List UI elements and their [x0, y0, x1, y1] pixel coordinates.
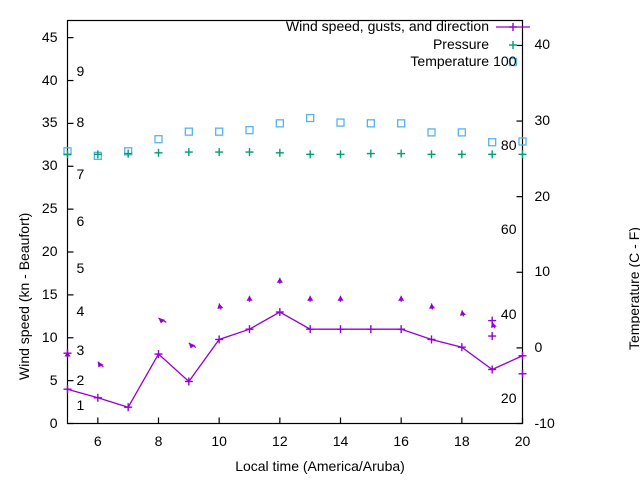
- fahrenheit-label: 100: [493, 53, 517, 70]
- beaufort-label: 6: [76, 213, 85, 229]
- temperature-marker: [336, 118, 345, 127]
- temperature-marker: [488, 138, 497, 147]
- beaufort-label: 1: [76, 397, 85, 414]
- beaufort-label: 7: [76, 165, 85, 182]
- x-tick-label: 6: [93, 432, 102, 449]
- y-tick-label: 20: [41, 243, 58, 259]
- wind-direction-arrow: [276, 277, 283, 284]
- temperature-marker: [184, 127, 193, 136]
- legend-label-1: Wind speed, gusts, and direction: [285, 18, 489, 34]
- x-tick-label: 20: [514, 432, 531, 449]
- wind-direction-arrow: [459, 310, 466, 317]
- x-axis-title: Local time (America/Aruba): [235, 458, 405, 474]
- x-tick-label: 8: [154, 432, 163, 449]
- wind-direction-arrow: [337, 295, 344, 302]
- beaufort-label: 4: [76, 303, 85, 320]
- wind-speed-line: [67, 311, 523, 408]
- y2-tick-label: 10: [534, 263, 551, 280]
- beaufort-label: 5: [76, 260, 85, 277]
- y-tick-label: 35: [41, 114, 58, 131]
- beaufort-label: 2: [76, 371, 85, 388]
- y-tick-label: 40: [41, 71, 58, 88]
- temperature-marker: [306, 113, 315, 123]
- legend-sample-marker: [508, 57, 518, 67]
- temperature-marker: [366, 119, 375, 128]
- temperature-marker: [427, 128, 436, 137]
- wind-direction-arrow: [64, 351, 71, 358]
- temperature-marker: [154, 135, 163, 144]
- y-tick-label: 10: [41, 328, 58, 345]
- y2-tick-label: 40: [534, 36, 551, 53]
- y2-tick-label: 20: [534, 187, 551, 204]
- x-tick-label: 16: [393, 432, 409, 449]
- wind-direction-arrow: [398, 295, 405, 302]
- legend-label-2: Pressure: [432, 36, 489, 52]
- y-tick-label: 30: [41, 157, 58, 174]
- wind-direction-arrow: [307, 295, 314, 302]
- temperature-marker: [275, 119, 284, 128]
- fahrenheit-label: 60: [500, 220, 517, 237]
- y-tick-label: 25: [41, 200, 58, 217]
- temperature-marker: [245, 125, 254, 135]
- wind-direction-arrow: [188, 342, 197, 349]
- fahrenheit-label: 20: [500, 389, 517, 406]
- x-tick-label: 10: [211, 432, 227, 449]
- temperature-marker: [457, 128, 466, 137]
- plot-frame: [66, 19, 524, 425]
- fahrenheit-label: 80: [500, 137, 517, 153]
- y-tick-label: 5: [49, 371, 58, 388]
- wind-direction-arrow: [246, 295, 253, 302]
- x-tick-label: 12: [272, 432, 288, 449]
- wind-direction-arrow: [97, 361, 104, 368]
- wind-direction-arrow: [429, 303, 436, 310]
- temperature-marker: [397, 119, 406, 128]
- y2-tick-label: 0: [534, 338, 543, 355]
- legend-label-3: Temperature: [410, 53, 489, 69]
- temperature-marker: [215, 127, 224, 136]
- wind-direction-arrow: [158, 317, 167, 324]
- x-tick-label: 14: [332, 432, 349, 449]
- y-tick-label: 45: [41, 28, 58, 45]
- beaufort-label: 9: [76, 62, 85, 79]
- temperature-marker: [518, 137, 527, 146]
- beaufort-label: 8: [76, 114, 85, 131]
- beaufort-label: 3: [76, 341, 85, 358]
- wind-direction-arrow: [490, 322, 497, 329]
- wind-direction-arrow: [217, 303, 224, 310]
- y2-tick-label: -10: [534, 414, 555, 431]
- x-tick-label: 18: [454, 432, 470, 449]
- y2-tick-label: 30: [534, 112, 551, 129]
- y-tick-label: 0: [49, 414, 58, 431]
- y-tick-label: 15: [41, 285, 58, 302]
- fahrenheit-label: 40: [500, 305, 517, 322]
